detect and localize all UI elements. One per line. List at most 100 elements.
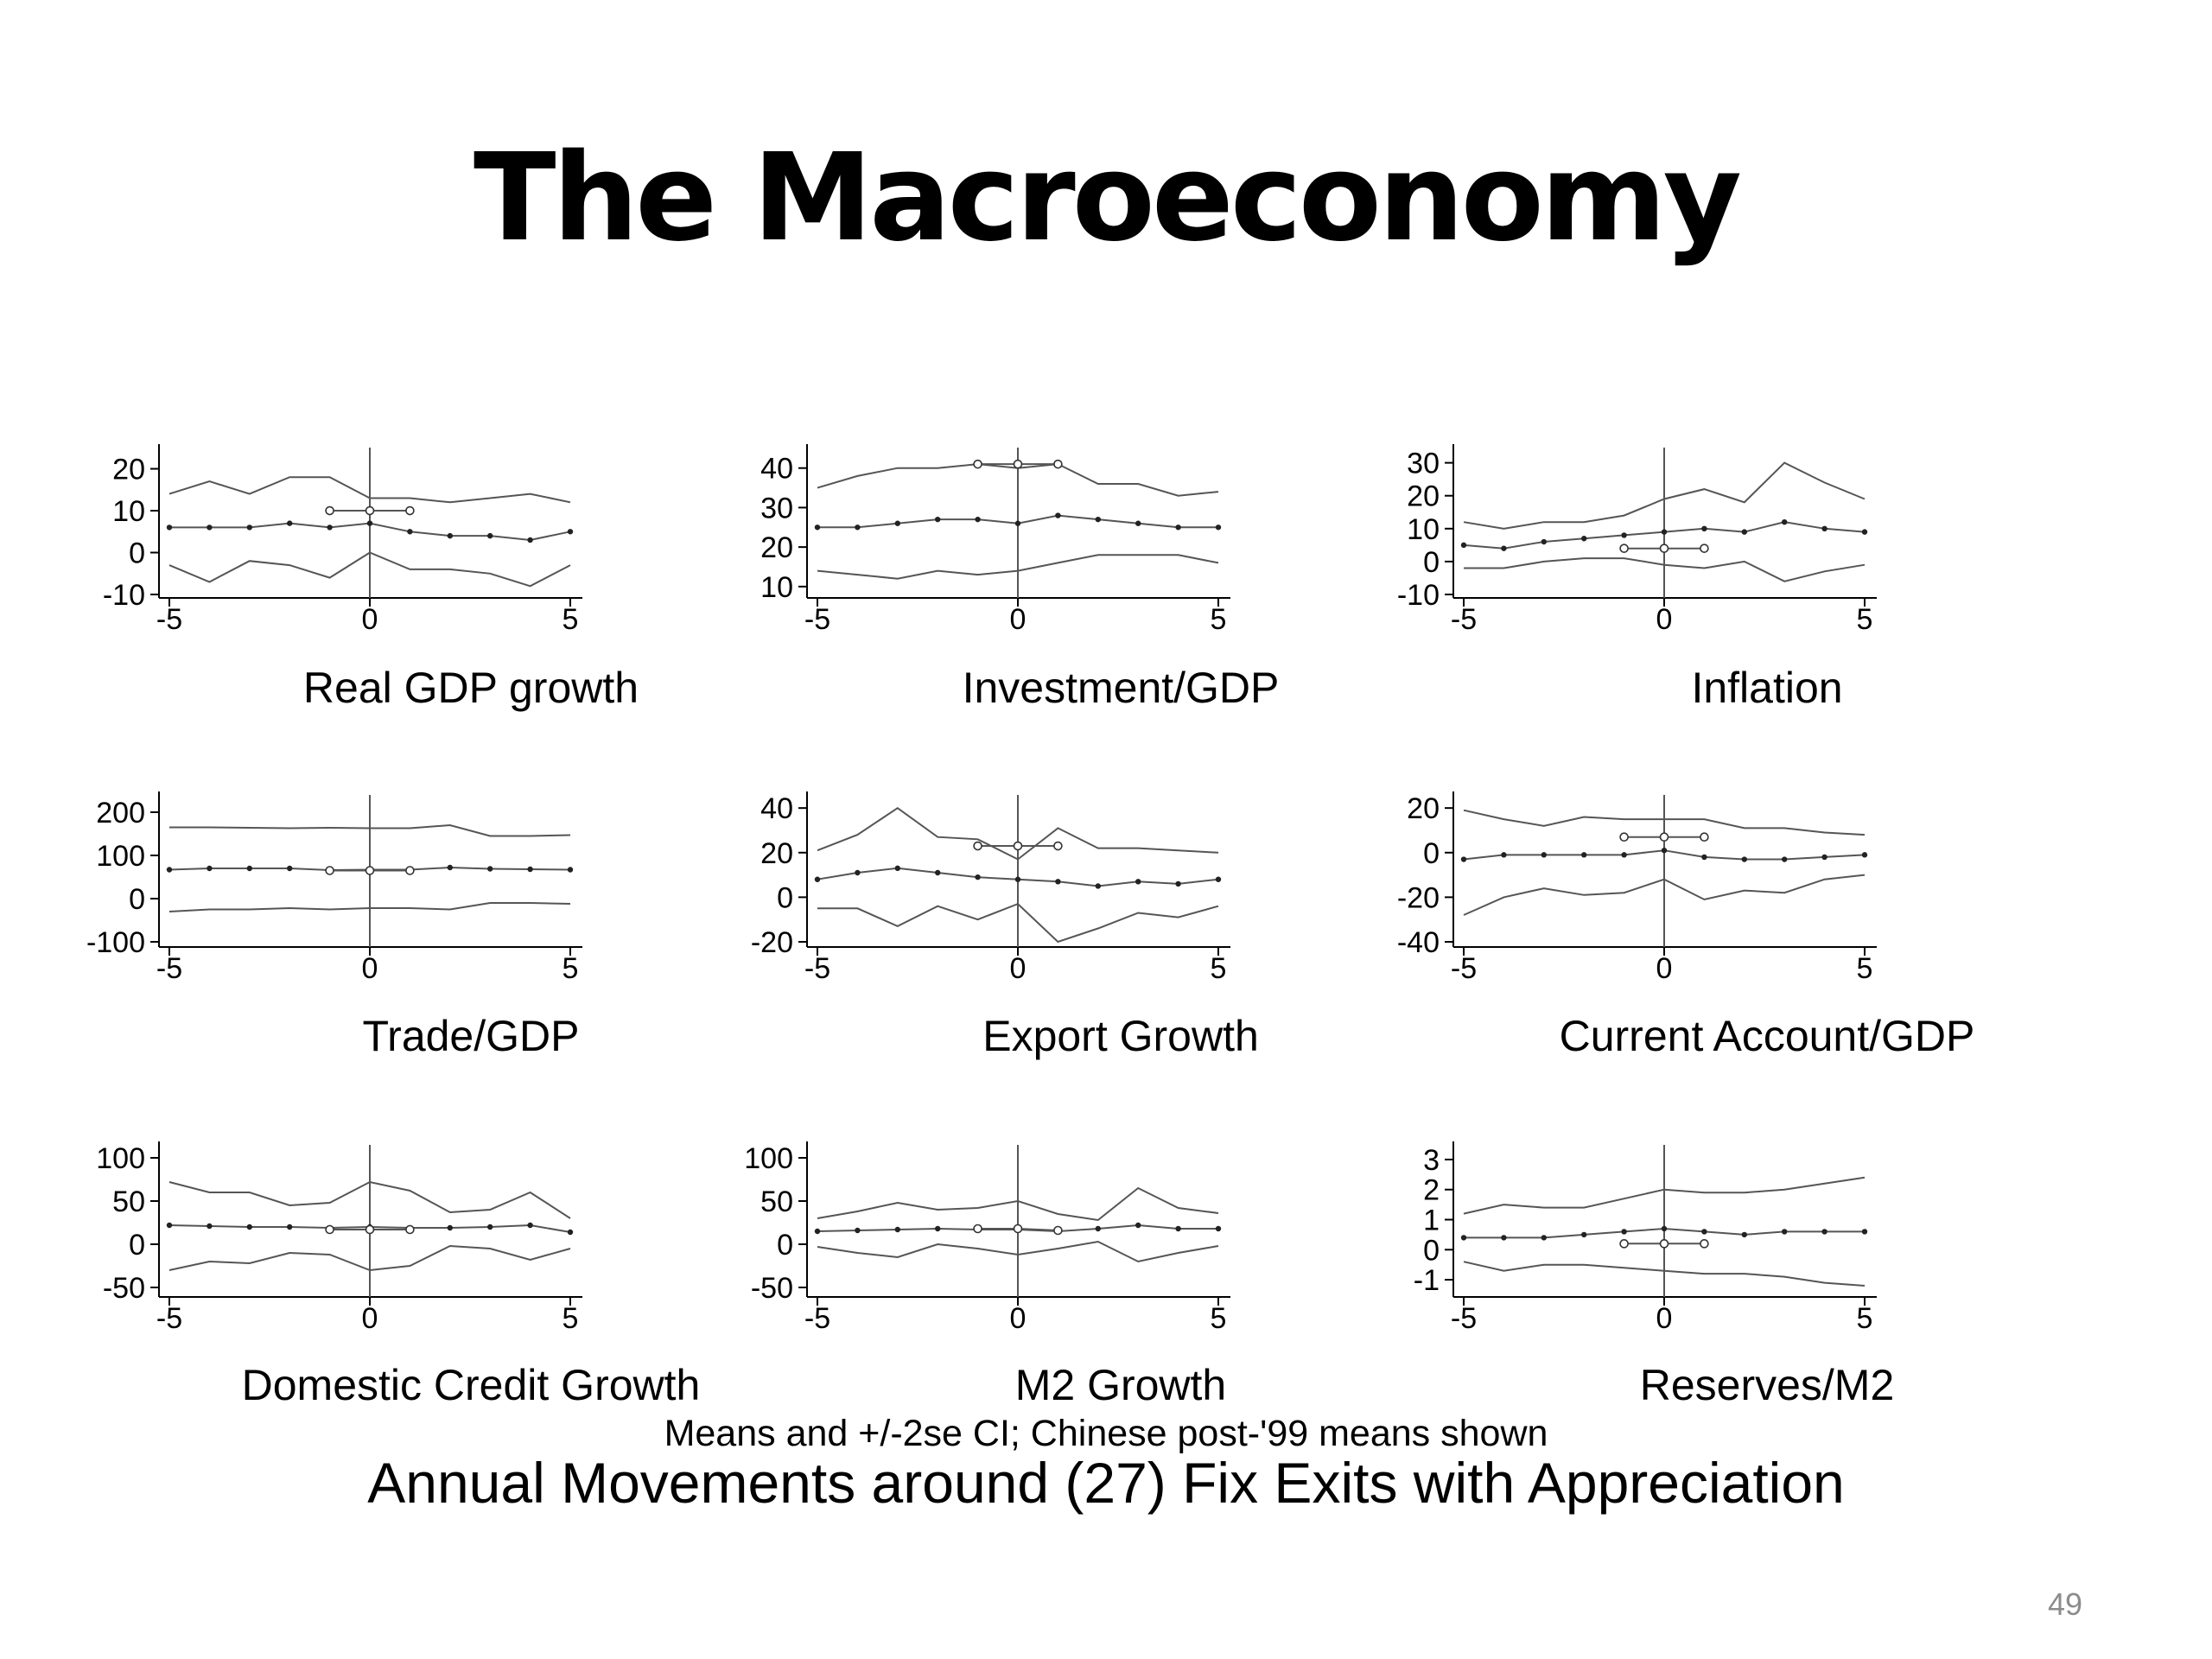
y-tick-label: 0 <box>129 883 145 916</box>
chinese-mean-point <box>973 841 982 851</box>
series-line-lower <box>817 1240 1219 1263</box>
mean-point <box>166 867 173 873</box>
x-tick-label: 5 <box>1211 1302 1227 1335</box>
y-tick-label: -50 <box>751 1272 793 1305</box>
mean-point <box>855 1227 861 1234</box>
mean-point <box>246 865 252 872</box>
mean-point <box>207 865 213 872</box>
mean-point <box>166 524 173 531</box>
series-line-upper <box>168 476 571 504</box>
y-tick-label: 10 <box>760 571 793 604</box>
chart-panel-2: 10 20 30 40 -5 0 5 Investment/GDP <box>760 444 1279 712</box>
mean-point <box>855 524 861 531</box>
mean-point <box>894 1226 901 1233</box>
y-tick-label: 20 <box>760 531 793 564</box>
x-tick-label: 5 <box>1857 1302 1873 1335</box>
mean-point <box>814 524 821 531</box>
mean-point <box>1135 520 1141 526</box>
mean-point <box>855 869 861 876</box>
mean-point <box>1460 542 1467 549</box>
mean-point <box>1701 525 1707 532</box>
mean-point <box>567 867 574 873</box>
chinese-mean-point <box>405 505 415 516</box>
mean-point <box>975 516 981 523</box>
panel-title: Current Account/GDP <box>1560 1012 1975 1060</box>
y-tick-label: -20 <box>1397 881 1440 914</box>
x-tick-label: 0 <box>362 1302 378 1335</box>
mean-point <box>975 874 981 880</box>
y-tick-label: -100 <box>86 926 145 959</box>
mean-point <box>1741 1231 1748 1238</box>
mean-point <box>1621 1229 1627 1235</box>
mean-point <box>1541 852 1548 858</box>
chinese-mean-point <box>1053 1225 1063 1236</box>
mean-point <box>527 866 533 873</box>
series-line-upper <box>1463 809 1866 836</box>
mean-point <box>327 524 333 531</box>
x-tick-label: 5 <box>563 1302 579 1335</box>
chinese-mean-point <box>1013 1224 1023 1234</box>
x-tick-label: -5 <box>1451 1302 1477 1335</box>
series-line-upper <box>817 806 1219 861</box>
chinese-mean-point <box>1619 1239 1629 1249</box>
x-tick-label: 0 <box>362 603 378 636</box>
mean-point <box>1215 1225 1222 1232</box>
mean-point <box>1460 856 1467 862</box>
y-tick-label: 200 <box>96 797 145 830</box>
x-tick-label: -5 <box>804 952 830 985</box>
chart-panel-1: -10 0 10 20 -5 0 5 Real GDP growth <box>103 444 639 712</box>
mean-point <box>1055 879 1061 885</box>
y-tick-label: 100 <box>96 1142 145 1175</box>
mean-point <box>1621 532 1627 538</box>
y-tick-label: 1 <box>1423 1205 1440 1237</box>
x-tick-label: -5 <box>156 1302 182 1335</box>
page-number: 49 <box>2048 1586 2083 1622</box>
mean-point <box>1095 883 1102 889</box>
series-line-lower <box>1464 557 1866 582</box>
chinese-mean-point <box>973 459 982 469</box>
panel-title: Trade/GDP <box>362 1012 579 1060</box>
chinese-mean-point <box>365 1224 375 1235</box>
chart-note: Means and +/-2se CI; Chinese post-'99 me… <box>664 1413 1548 1454</box>
y-tick-label: 40 <box>760 792 793 825</box>
mean-point <box>527 537 533 543</box>
x-tick-label: 0 <box>1010 1302 1027 1335</box>
chart-panel-4: -100 0 100 200 -5 0 5 Trade/GDP <box>86 791 582 1060</box>
mean-point <box>1661 847 1668 854</box>
mean-point <box>1501 545 1507 551</box>
x-tick-label: 0 <box>1010 952 1027 985</box>
panel-title: Reserves/M2 <box>1640 1361 1895 1409</box>
y-tick-label: 2 <box>1423 1174 1440 1207</box>
mean-point <box>1175 880 1181 887</box>
y-tick-label: 30 <box>1407 448 1440 480</box>
mean-point <box>407 529 413 535</box>
series-line-lower <box>1463 874 1866 916</box>
y-tick-label: 0 <box>777 881 793 914</box>
chinese-mean-point <box>973 1224 982 1234</box>
mean-point <box>246 1224 252 1230</box>
x-tick-label: 5 <box>1211 952 1227 985</box>
x-tick-label: 5 <box>1857 603 1873 636</box>
mean-point <box>527 1222 533 1229</box>
chinese-mean-point <box>1700 832 1709 842</box>
mean-point <box>366 520 373 526</box>
mean-point <box>567 1229 574 1236</box>
series-line-lower <box>168 902 571 912</box>
mean-point <box>166 1222 173 1229</box>
y-tick-label: 0 <box>777 1229 793 1262</box>
panel-title: Investment/GDP <box>963 664 1280 712</box>
mean-point <box>1014 876 1021 882</box>
chinese-mean-point <box>325 866 334 875</box>
panel-title: Real GDP growth <box>303 664 639 712</box>
y-tick-label: 20 <box>760 837 793 870</box>
mean-point <box>207 524 213 531</box>
mean-point <box>1581 852 1587 858</box>
y-tick-label: 40 <box>760 453 793 486</box>
mean-point <box>447 532 453 539</box>
chinese-mean-point <box>325 505 334 516</box>
y-tick-label: 30 <box>760 492 793 524</box>
x-tick-label: 0 <box>1656 952 1673 985</box>
series-line-upper <box>817 1186 1219 1222</box>
